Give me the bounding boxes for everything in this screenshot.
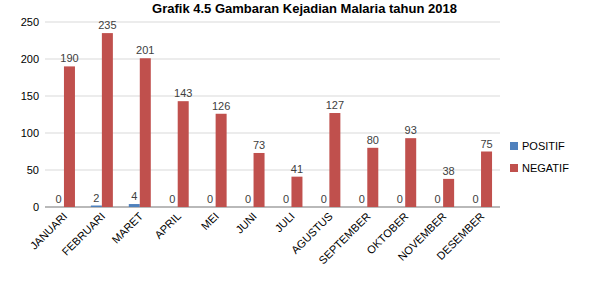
x-axis-line xyxy=(45,207,500,208)
x-tick-label: APRIL xyxy=(152,210,183,241)
data-label: 80 xyxy=(367,134,379,146)
bar xyxy=(205,207,216,208)
bar xyxy=(254,153,265,207)
bar xyxy=(405,138,416,207)
data-labels: 0 2 4 0 0 0 0 0 0 0 0 0 190 235 201 143 126 73 41 127 80 93 38… xyxy=(55,19,492,205)
data-label: 0 xyxy=(472,193,478,205)
data-label: 126 xyxy=(212,100,230,112)
data-label: 127 xyxy=(326,99,344,111)
x-tick-label: MARET xyxy=(109,210,145,246)
bar xyxy=(481,152,492,208)
bar xyxy=(291,177,302,207)
bars xyxy=(64,33,492,207)
data-label: 75 xyxy=(480,138,492,150)
data-label: 0 xyxy=(321,193,327,205)
bar xyxy=(178,101,189,207)
grid-line xyxy=(45,170,500,171)
bar xyxy=(140,58,151,207)
x-tick-label: MEI xyxy=(199,210,221,232)
x-tick-label: FEBRUARI xyxy=(59,210,107,258)
bar xyxy=(167,207,178,208)
bar xyxy=(53,207,64,208)
data-label: 0 xyxy=(207,193,213,205)
bar xyxy=(356,207,367,208)
bar xyxy=(443,179,454,207)
x-tick-label: DESEMBER xyxy=(434,210,486,262)
bar xyxy=(280,207,291,208)
data-label: 190 xyxy=(60,52,78,64)
legend-label: NEGATIF xyxy=(522,162,569,174)
bar xyxy=(91,206,102,207)
bar xyxy=(102,33,113,207)
legend-swatch xyxy=(510,164,518,172)
data-label: 4 xyxy=(131,190,137,202)
data-label: 201 xyxy=(136,44,154,56)
chart-title: Grafik 4.5 Gambaran Kejadian Malaria tah… xyxy=(152,1,457,16)
x-tick-label: JULI xyxy=(272,210,296,234)
data-label: 2 xyxy=(93,192,99,204)
grid-line xyxy=(45,96,500,97)
y-tick-label: 250 xyxy=(21,16,39,28)
data-label: 235 xyxy=(98,19,116,31)
bar xyxy=(470,207,481,208)
bar xyxy=(64,66,75,207)
grid-line xyxy=(45,133,500,134)
bar xyxy=(394,207,405,208)
bar xyxy=(129,204,140,207)
data-label: 0 xyxy=(397,193,403,205)
bar xyxy=(432,207,443,208)
y-tick-label: 150 xyxy=(21,90,39,102)
y-tick-label: 50 xyxy=(27,164,39,176)
data-label: 0 xyxy=(169,193,175,205)
chart-svg: Grafik 4.5 Gambaran Kejadian Malaria tah… xyxy=(0,0,604,293)
data-label: 38 xyxy=(443,165,455,177)
x-tick-label: SEPTEMBER xyxy=(316,210,373,267)
y-tick-label: 100 xyxy=(21,127,39,139)
bar xyxy=(318,207,329,208)
data-label: 93 xyxy=(405,124,417,136)
data-label: 0 xyxy=(359,193,365,205)
legend-label: POSITIF xyxy=(522,140,565,152)
data-label: 143 xyxy=(174,87,192,99)
data-label: 0 xyxy=(245,193,251,205)
data-label: 41 xyxy=(291,163,303,175)
y-tick-label: 200 xyxy=(21,53,39,65)
grid-line xyxy=(45,59,500,60)
y-tick-label: 0 xyxy=(33,201,39,213)
data-label: 73 xyxy=(253,139,265,151)
grid-line xyxy=(45,207,500,208)
bar xyxy=(367,148,378,207)
data-label: 0 xyxy=(435,193,441,205)
bar xyxy=(243,207,254,208)
data-label: 0 xyxy=(283,193,289,205)
bar xyxy=(216,114,227,207)
x-tick-label: JUNI xyxy=(233,210,259,236)
bar xyxy=(329,113,340,207)
chart-container: Grafik 4.5 Gambaran Kejadian Malaria tah… xyxy=(0,0,604,293)
data-label: 0 xyxy=(55,193,61,205)
legend-swatch xyxy=(510,142,518,150)
